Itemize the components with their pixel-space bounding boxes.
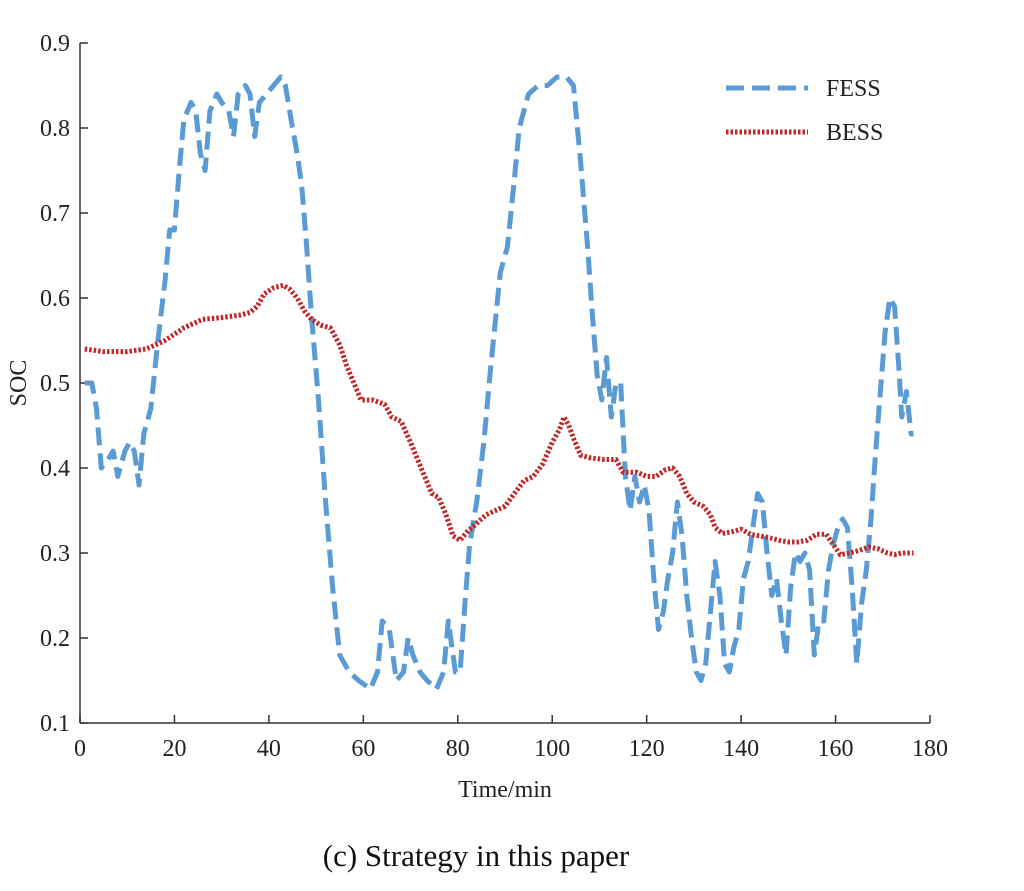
figure-caption: (c) Strategy in this paper: [323, 838, 630, 873]
x-tick-label: 180: [912, 736, 948, 762]
y-tick-label: 0.3: [40, 541, 70, 567]
y-tick-label: 0.4: [40, 456, 70, 482]
y-tick-label: 0.6: [40, 286, 70, 312]
x-tick-label: 100: [534, 736, 570, 762]
y-axis-title: SOC: [6, 360, 32, 407]
legend-bess-label: BESS: [826, 120, 883, 146]
legend: FESS BESS: [726, 76, 883, 146]
y-tick-label: 0.8: [40, 116, 70, 142]
axes: 0 20 40 60 80 100 120 140 160 180 0.1 0.2 0.3 0.4 0.5 0…: [40, 31, 948, 762]
y-tick-label: 0.2: [40, 626, 70, 652]
y-tick-label: 0.5: [40, 371, 70, 397]
series-line-fess: [84, 74, 914, 692]
x-tick-label: 80: [446, 736, 470, 762]
legend-fess-label: FESS: [826, 76, 881, 102]
series-line-bess: [84, 282, 914, 558]
y-tick-label: 0.9: [40, 31, 70, 57]
x-tick-label: 140: [723, 736, 759, 762]
x-tick-label: 160: [818, 736, 854, 762]
x-tick-label: 20: [162, 736, 186, 762]
series-lines: [84, 74, 914, 692]
x-tick-label: 0: [74, 736, 86, 762]
y-tick-label: 0.7: [40, 201, 70, 227]
x-tick-label: 120: [629, 736, 665, 762]
x-tick-label: 60: [351, 736, 375, 762]
x-tick-label: 40: [257, 736, 281, 762]
x-axis-title: Time/min: [458, 777, 552, 803]
y-tick-label: 0.1: [40, 711, 70, 737]
